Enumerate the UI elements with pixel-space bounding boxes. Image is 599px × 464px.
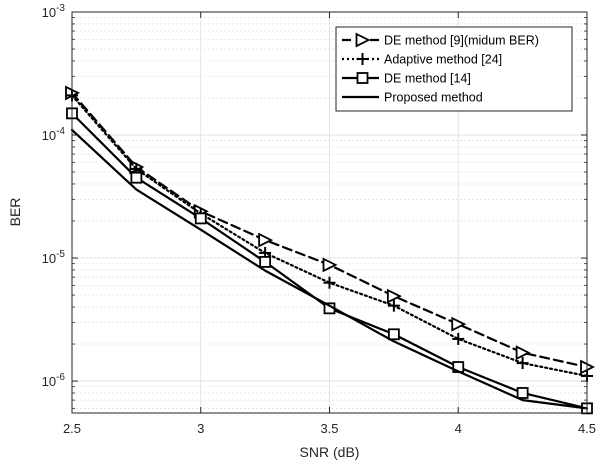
data-point — [516, 387, 529, 399]
series-4 — [70, 128, 589, 410]
x-tick-label: 3 — [197, 421, 204, 436]
y-tick-label: 10-6 — [42, 372, 66, 389]
data-point — [387, 299, 400, 312]
x-tick-label: 2.5 — [63, 421, 81, 436]
x-tick-label: 3.5 — [320, 421, 338, 436]
x-tick-label: 4 — [455, 421, 462, 436]
legend: DE method [9](midum BER) Adaptive method … — [335, 26, 573, 112]
legend-swatch-marker — [355, 32, 371, 48]
data-point — [387, 328, 400, 341]
x-tick-label: 4.5 — [578, 421, 596, 436]
y-tick-label: 10-3 — [42, 3, 66, 20]
y-tick-label: 10-4 — [42, 126, 66, 143]
series-line — [70, 128, 589, 410]
legend-label: DE method [9](midum BER) — [384, 34, 539, 48]
y-tick-label: 10-5 — [42, 249, 66, 266]
legend-item: DE method [9](midum BER) — [342, 32, 539, 48]
legend-label: Adaptive method [24] — [384, 53, 502, 67]
data-point — [194, 212, 207, 225]
legend-swatch-marker — [356, 53, 369, 65]
data-point — [258, 232, 274, 248]
legend-label: Proposed method — [384, 91, 483, 105]
data-point — [322, 257, 338, 273]
legend-item: Proposed method — [342, 91, 483, 105]
y-axis-title: BER — [7, 198, 23, 227]
y-tick-labels: 10-3 10-4 10-5 10-6 — [42, 3, 66, 389]
axis-ticks — [71, 12, 588, 413]
data-point — [515, 345, 531, 361]
x-tick-labels: 2.5 3 3.5 4 4.5 — [63, 421, 596, 436]
data-point — [451, 316, 467, 332]
legend-label: DE method [14] — [384, 72, 471, 86]
legend-swatch-marker — [356, 72, 369, 84]
legend-item: DE method [14] — [342, 72, 471, 86]
data-point — [130, 171, 143, 184]
legend-item: Adaptive method [24] — [342, 53, 502, 67]
series-layer — [65, 85, 596, 415]
data-point — [259, 256, 272, 268]
data-point — [323, 276, 336, 289]
data-point — [452, 332, 465, 345]
data-point — [386, 288, 402, 304]
data-point — [516, 357, 529, 370]
x-axis-title: SNR (dB) — [300, 444, 360, 460]
